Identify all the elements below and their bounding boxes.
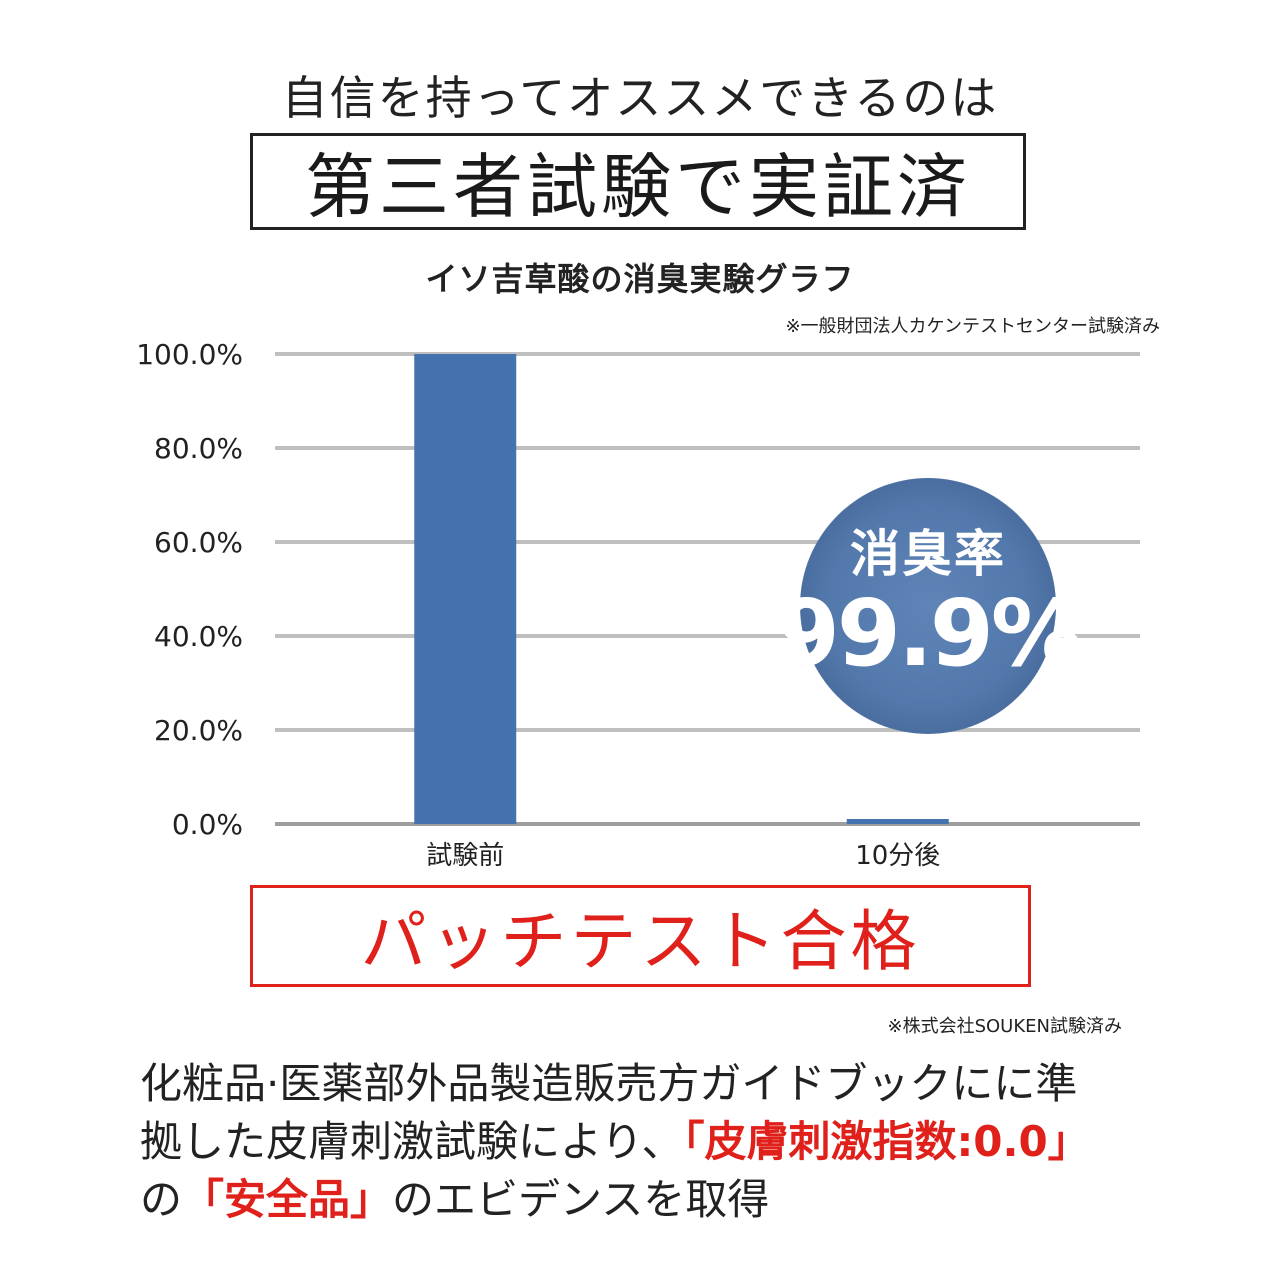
safe-product: 「安全品」 [182,1175,393,1224]
badge-value: 99.9% [775,580,1083,687]
source-note: ※一般財団法人カケンテストセンター試験済み [785,316,1160,337]
y-tick-label: 40.0% [154,620,243,653]
evidence-line-3: の「安全品」のエビデンスを取得 [140,1171,1150,1229]
patch-test-note: ※株式会社SOUKEN試験済み [887,1016,1123,1037]
badge-label: 消臭率 [850,525,1006,583]
title-box: 第三者試験で実証済 [250,133,1026,230]
evidence-text: 化粧品·医薬部外品製造販売方ガイドブックにに準 拠した皮膚刺激試験により、「皮膚… [140,1055,1150,1229]
evidence-line-3c: のエビデンスを取得 [392,1175,770,1224]
deodorization-badge: 消臭率 99.9% [776,478,1083,734]
intro-text: 自信を持ってオススメできるのは [281,71,999,125]
evidence-line-1: 化粧品·医薬部外品製造販売方ガイドブックにに準 [140,1059,1078,1108]
bar-chart: 0.0% 20.0% 40.0% 60.0% 80.0% 100.0% 試験前 10分後 [136,338,1140,871]
bar [414,354,517,824]
x-tick-label: 10分後 [855,841,940,871]
evidence-line-2a: 拠した皮膚刺激試験により、 [140,1117,684,1166]
y-tick-label: 0.0% [172,808,243,841]
evidence-line-2: 拠した皮膚刺激試験により、「皮膚刺激指数:0.0」 [140,1113,1150,1171]
chart-title: イソ吉草酸の消臭実験グラフ [425,260,855,298]
y-tick-label: 80.0% [154,432,243,465]
evidence-line-3a: の [140,1175,183,1224]
y-tick-label: 60.0% [154,526,243,559]
patch-test-title: パッチテスト合格 [360,903,921,980]
x-tick-label: 試験前 [426,841,504,871]
irritation-index: 「皮膚刺激指数:0.0」 [683,1117,1090,1166]
patch-test-box: パッチテスト合格 [250,885,1031,987]
y-tick-label: 100.0% [136,338,243,371]
title-text: 第三者試験で実証済 [305,146,971,228]
y-tick-label: 20.0% [154,714,243,747]
bar [846,819,949,824]
